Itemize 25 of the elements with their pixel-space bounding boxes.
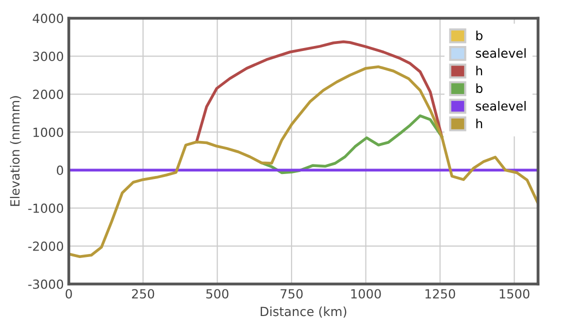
x-tick-label: 0 xyxy=(66,289,72,299)
y-tick-label: 3000 xyxy=(33,52,64,62)
x-tick-label: 500 xyxy=(206,289,228,299)
legend-label: b xyxy=(476,83,482,94)
line-series xyxy=(68,65,538,258)
y-tick-label: 0 xyxy=(56,166,64,176)
line-series xyxy=(195,40,444,144)
x-tick-label: 1500 xyxy=(500,289,530,299)
legend-label: sealevel xyxy=(476,48,526,58)
y-tick-label: 4000 xyxy=(32,14,64,24)
y-axis-title: Elevation (nnmm) xyxy=(10,96,22,206)
y-tick-label: 1000 xyxy=(34,128,64,138)
x-axis-title: Distance (km) xyxy=(260,306,346,318)
x-tick-label: 1000 xyxy=(351,289,381,299)
y-tick-label: -1000 xyxy=(28,204,64,213)
legend-label: sealevel xyxy=(476,100,526,111)
x-tick-label: 250 xyxy=(132,289,154,299)
x-tick-label: 1250 xyxy=(426,289,456,299)
legend-label: h xyxy=(476,66,482,76)
legend-label: h xyxy=(476,118,482,128)
legend-label: b xyxy=(476,30,482,40)
y-tick-label: -2000 xyxy=(28,242,64,251)
x-tick-label: 750 xyxy=(280,289,303,299)
y-tick-label: 2000 xyxy=(33,90,64,100)
y-tick-label: -3000 xyxy=(28,279,64,289)
